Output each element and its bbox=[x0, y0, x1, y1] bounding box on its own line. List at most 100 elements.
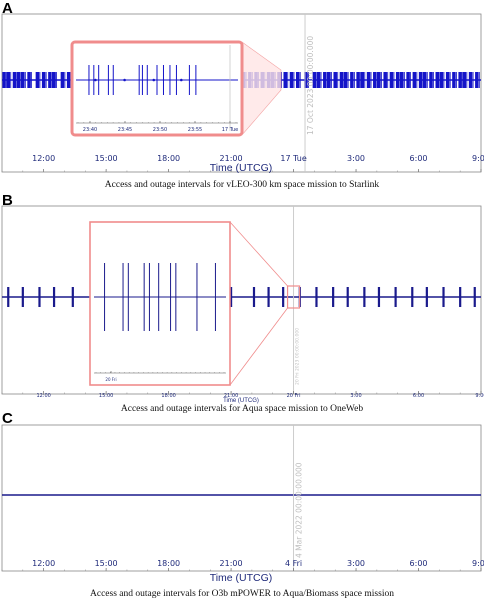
access-burst bbox=[475, 72, 479, 88]
access-burst bbox=[343, 72, 348, 88]
x-axis-title: Time (UTCG) bbox=[210, 162, 273, 174]
time-cursor-label: 4 Mar 2022 00:00:00.000 bbox=[295, 462, 304, 558]
access-burst bbox=[473, 287, 476, 307]
x-tick-label: 4 Fri bbox=[285, 559, 302, 568]
access-burst bbox=[346, 287, 349, 307]
access-burst bbox=[289, 72, 294, 88]
access-burst bbox=[21, 72, 25, 88]
caption-panel-b: Access and outage intervals for Aqua spa… bbox=[120, 404, 364, 414]
chart-panel-b: 20 Fri 2023 00:00:00.000 12:00 15:00 18:00 2… bbox=[1, 205, 484, 404]
access-burst bbox=[312, 72, 317, 88]
zoom-source-box bbox=[286, 285, 301, 309]
access-burst bbox=[229, 287, 233, 307]
x-tick-label: 6:00 bbox=[410, 154, 428, 163]
zoom-inset-frame bbox=[89, 221, 231, 386]
x-tick-label: 6:00 bbox=[413, 393, 424, 399]
access-burst bbox=[27, 72, 31, 88]
inset-dot bbox=[123, 78, 126, 82]
chart-panel-a: 17 Oct 2023 00:00:00.000 12:00 15:00 18:00 2… bbox=[1, 13, 484, 174]
inset-tick-label: 23:55 bbox=[188, 127, 202, 133]
inset-tick-label: 23:50 bbox=[153, 127, 167, 133]
access-burst bbox=[423, 72, 427, 88]
access-burst bbox=[41, 72, 46, 88]
panel-letter-a: A bbox=[2, 0, 13, 17]
access-burst bbox=[468, 72, 473, 88]
access-burst bbox=[360, 72, 365, 88]
access-burst bbox=[6, 72, 10, 88]
access-burst bbox=[383, 72, 387, 88]
access-burst bbox=[429, 72, 433, 88]
inset-tick-label: 20 Fri bbox=[105, 377, 116, 382]
access-burst bbox=[462, 72, 467, 88]
x-tick-label: 18:00 bbox=[157, 154, 180, 163]
access-burst bbox=[411, 287, 414, 307]
x-tick-label: 9:00 bbox=[472, 154, 484, 163]
caption-panel-a: Access and outage intervals for vLEO-300… bbox=[104, 180, 380, 190]
access-burst bbox=[21, 287, 24, 307]
access-burst bbox=[16, 72, 21, 88]
access-burst bbox=[377, 287, 381, 307]
panel-letter-c: C bbox=[2, 410, 13, 427]
access-burst bbox=[327, 72, 331, 88]
time-cursor-label: 20 Fri 2023 00:00:00.000 bbox=[295, 328, 301, 385]
x-tick-label: 3:00 bbox=[347, 154, 365, 163]
access-burst bbox=[71, 287, 74, 307]
x-tick-label: 12:00 bbox=[32, 154, 55, 163]
x-axis-title: Time (UTCG) bbox=[210, 572, 273, 584]
access-burst bbox=[333, 72, 337, 88]
plot-frame bbox=[1, 205, 482, 395]
inset-dot bbox=[94, 78, 97, 82]
access-burst bbox=[406, 72, 410, 88]
access-burst bbox=[356, 72, 360, 88]
access-burst bbox=[458, 72, 462, 88]
x-tick-label: 21:00 bbox=[224, 393, 238, 399]
x-tick-label: 6:00 bbox=[410, 559, 428, 568]
access-burst bbox=[412, 72, 417, 88]
access-burst bbox=[52, 287, 56, 307]
x-tick-label: 15:00 bbox=[99, 393, 113, 399]
inset-tick-label: 23:40 bbox=[83, 127, 97, 133]
access-burst bbox=[363, 287, 366, 307]
x-tick-label: 21:00 bbox=[220, 154, 243, 163]
access-burst bbox=[452, 72, 456, 88]
x-tick-label: 9:00 bbox=[475, 393, 484, 399]
inset-tick-label: 17 Tue bbox=[222, 127, 239, 133]
zoom-connector-bottom bbox=[229, 307, 288, 386]
x-tick-label: 21:00 bbox=[220, 559, 243, 568]
plot-frame bbox=[1, 424, 482, 572]
x-tick-label: 12:00 bbox=[32, 559, 55, 568]
access-burst bbox=[295, 72, 300, 88]
access-burst bbox=[60, 72, 65, 88]
access-burst bbox=[439, 72, 444, 88]
access-burst bbox=[442, 287, 445, 307]
access-burst bbox=[2, 72, 6, 88]
access-burst bbox=[52, 72, 56, 88]
x-tick-label: 3:00 bbox=[347, 559, 365, 568]
access-burst bbox=[35, 72, 40, 88]
access-burst bbox=[377, 72, 381, 88]
caption-panel-c: Access and outage intervals for O3b mPOW… bbox=[90, 589, 394, 599]
access-burst bbox=[400, 72, 404, 88]
inset-tick-label: 23:45 bbox=[118, 127, 132, 133]
access-burst bbox=[252, 287, 256, 307]
access-burst bbox=[394, 287, 397, 307]
access-burst bbox=[332, 287, 335, 307]
access-burst bbox=[304, 72, 308, 88]
x-tick-label: 18:00 bbox=[157, 559, 180, 568]
x-tick-label: 15:00 bbox=[95, 154, 118, 163]
x-tick-label: 15:00 bbox=[95, 559, 118, 568]
x-axis-title: Time (UTCG) bbox=[223, 398, 259, 404]
access-burst bbox=[66, 72, 71, 88]
x-tick-label: 18:00 bbox=[161, 393, 175, 399]
access-burst bbox=[282, 287, 285, 307]
access-burst bbox=[38, 287, 41, 307]
access-burst bbox=[315, 287, 318, 307]
zoom-connector-top bbox=[229, 221, 288, 287]
panel-letter-b: B bbox=[2, 192, 13, 209]
access-burst bbox=[459, 287, 462, 307]
x-tick-label: 3:00 bbox=[350, 393, 361, 399]
access-burst bbox=[366, 72, 371, 88]
access-burst bbox=[395, 72, 400, 88]
access-burst bbox=[435, 72, 440, 88]
